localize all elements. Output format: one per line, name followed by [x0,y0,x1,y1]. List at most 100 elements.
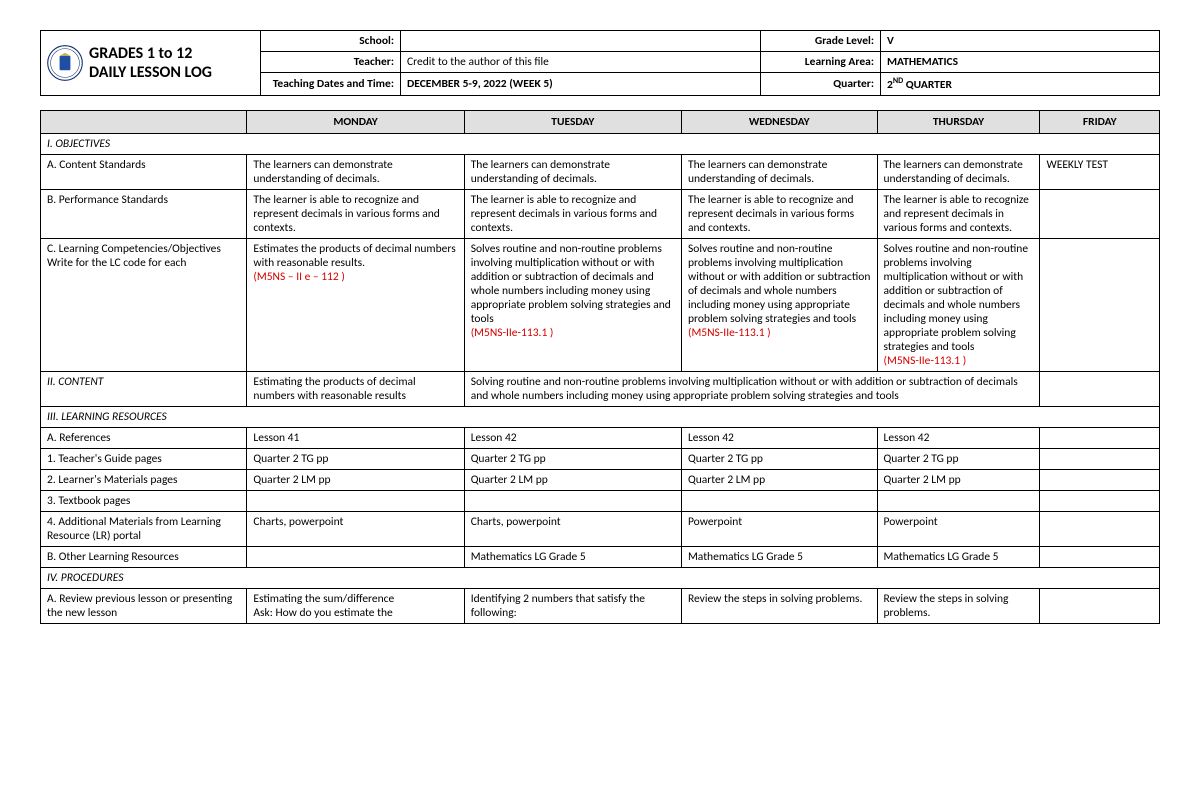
label-teacher: Teacher: [261,52,401,73]
cell: Solves routine and non-routine problems … [464,238,681,371]
label-other: B. Other Learning Resources [41,546,247,567]
cell: The learners can demonstrate understandi… [464,154,681,189]
cell: Review the steps in solving problems. [681,588,877,623]
section-resources: III. LEARNING RESOURCES [41,406,1160,427]
deped-seal-icon [47,45,83,81]
section-procedures: IV. PROCEDURES [41,567,1160,588]
label-school: School: [261,31,401,52]
cell: Quarter 2 LM pp [877,469,1040,490]
cell [1040,189,1160,238]
corner-cell [41,110,247,133]
cell [877,490,1040,511]
day-thu: THURSDAY [877,110,1040,133]
section-objectives: I. OBJECTIVES [41,133,1160,154]
text-line: Estimating the sum/difference [253,592,394,606]
label-learn-comp: C. Learning Competencies/Objectives Writ… [41,238,247,371]
lc-text: Solves routine and non-routine problems … [688,242,870,326]
cell [1040,546,1160,567]
row-other-resources: B. Other Learning Resources Mathematics … [41,546,1160,567]
cell [464,490,681,511]
cell: Quarter 2 LM pp [247,469,464,490]
cell: Powerpoint [877,511,1040,546]
cell [1040,448,1160,469]
header-table: GRADES 1 to 12 DAILY LESSON LOG School: … [40,30,1160,96]
cell: The learner is able to recognize and rep… [247,189,464,238]
cell [1040,371,1160,406]
cell [681,490,877,511]
row-content-standards: A. Content Standards The learners can de… [41,154,1160,189]
row-references: A. References Lesson 41 Lesson 42 Lesson… [41,427,1160,448]
cell: Charts, powerpoint [247,511,464,546]
cell: Quarter 2 TG pp [877,448,1040,469]
title-line1: GRADES 1 to 12 [89,44,212,63]
cell: The learners can demonstrate understandi… [681,154,877,189]
label-content-std: A. Content Standards [41,154,247,189]
cell: Lesson 42 [681,427,877,448]
cell: Solves routine and non-routine problems … [681,238,877,371]
section-content: II. CONTENT [41,371,247,406]
label-tb: 3. Textbook pages [41,490,247,511]
value-area: MATHEMATICS [881,52,1160,73]
cell [1040,238,1160,371]
cell: WEEKLY TEST [1040,154,1160,189]
value-grade: V [881,31,1160,52]
cell-span: Solving routine and non-routine problems… [464,371,1040,406]
label-review: A. Review previous lesson or presenting … [41,588,247,623]
lc-code: (M5NS-IIe-113.1 ) [688,326,771,340]
cell: Mathematics LG Grade 5 [877,546,1040,567]
cell [1040,511,1160,546]
cell: Powerpoint [681,511,877,546]
label-area: Learning Area: [761,52,881,73]
row-lm-pages: 2. Learner's Materials pages Quarter 2 L… [41,469,1160,490]
cell: The learners can demonstrate understandi… [247,154,464,189]
cell: Estimating the products of decimal numbe… [247,371,464,406]
cell [1040,469,1160,490]
row-learning-competencies: C. Learning Competencies/Objectives Writ… [41,238,1160,371]
label-dates: Teaching Dates and Time: [261,73,401,96]
lc-code: (M5NS – II e – 112 ) [253,270,344,284]
cell [1040,588,1160,623]
cell: Identifying 2 numbers that satisfy the f… [464,588,681,623]
day-fri: FRIDAY [1040,110,1160,133]
cell: Quarter 2 TG pp [681,448,877,469]
cell: Lesson 42 [464,427,681,448]
row-tg-pages: 1. Teacher's Guide pages Quarter 2 TG pp… [41,448,1160,469]
value-teacher: Credit to the author of this file [401,52,761,73]
row-performance-standards: B. Performance Standards The learner is … [41,189,1160,238]
cell: Quarter 2 LM pp [681,469,877,490]
text-line: Ask: How do you estimate the [253,606,392,620]
lc-text: Estimates the products of decimal number… [253,242,455,270]
day-tue: TUESDAY [464,110,681,133]
row-additional-materials: 4. Additional Materials from Learning Re… [41,511,1160,546]
value-school [401,31,761,52]
label-lm: 2. Learner's Materials pages [41,469,247,490]
label-quarter: Quarter: [761,73,881,96]
row-textbook-pages: 3. Textbook pages [41,490,1160,511]
label-tg: 1. Teacher's Guide pages [41,448,247,469]
cell: Estimating the sum/difference Ask: How d… [247,588,464,623]
logo-title-cell: GRADES 1 to 12 DAILY LESSON LOG [41,31,261,96]
label-am: 4. Additional Materials from Learning Re… [41,511,247,546]
cell: The learner is able to recognize and rep… [877,189,1040,238]
cell: Lesson 41 [247,427,464,448]
title-line2: DAILY LESSON LOG [89,63,212,82]
lesson-log-table: MONDAY TUESDAY WEDNESDAY THURSDAY FRIDAY… [40,110,1160,624]
cell: Review the steps in solving problems. [877,588,1040,623]
value-quarter: 2ND QUARTER [881,73,1160,96]
label-grade: Grade Level: [761,31,881,52]
label-refs: A. References [41,427,247,448]
row-content: II. CONTENT Estimating the products of d… [41,371,1160,406]
lc-text: Solves routine and non-routine problems … [884,242,1029,354]
lc-code: (M5NS-IIe-113.1 ) [471,326,554,340]
cell: Lesson 42 [877,427,1040,448]
cell: Charts, powerpoint [464,511,681,546]
cell: Solves routine and non-routine problems … [877,238,1040,371]
day-mon: MONDAY [247,110,464,133]
cell: Quarter 2 LM pp [464,469,681,490]
quarter-sup: ND [893,76,903,86]
quarter-suffix: QUARTER [903,78,952,92]
cell: Mathematics LG Grade 5 [681,546,877,567]
cell [1040,427,1160,448]
cell: The learners can demonstrate understandi… [877,154,1040,189]
cell [247,490,464,511]
